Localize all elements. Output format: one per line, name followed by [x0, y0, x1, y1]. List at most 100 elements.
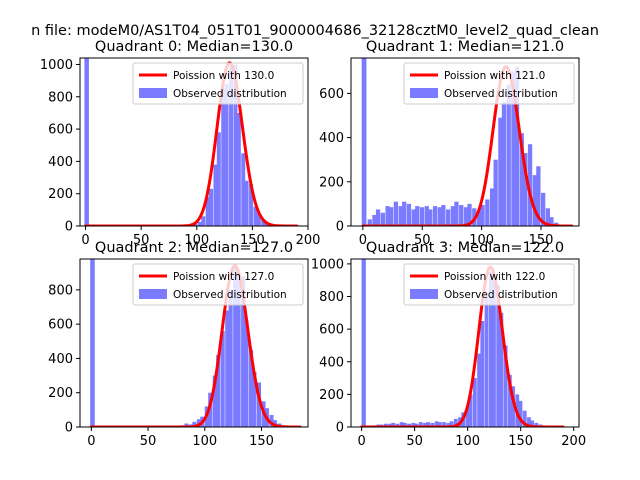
histogram-bar [212, 375, 217, 427]
x-tick-label: 150 [508, 434, 533, 449]
histogram-bar [549, 217, 554, 226]
legend-poisson-label: Poission with 121.0 [444, 70, 545, 82]
histogram-bar [523, 153, 528, 226]
histogram-bar [441, 205, 446, 226]
histogram-bar [492, 280, 496, 427]
figure-suptitle: n file: modeM0/AS1T04_051T01_9000004686_… [31, 23, 599, 39]
histogram-bar [372, 214, 377, 226]
histogram-bar [501, 102, 507, 226]
x-tick-label: 50 [140, 434, 157, 449]
histogram-bar [236, 272, 241, 427]
histogram-bar [480, 205, 485, 226]
histogram-bar [426, 422, 431, 427]
histogram-bar [453, 418, 458, 427]
histogram-bar [220, 331, 225, 427]
histogram-bar [411, 209, 416, 226]
y-tick-label: 800 [319, 290, 344, 305]
legend-observed-swatch [410, 88, 438, 98]
x-tick-label: 100 [192, 434, 217, 449]
legend-box [132, 263, 304, 306]
legend-box [132, 62, 304, 105]
histogram-bar [221, 88, 226, 226]
histogram-bar [532, 175, 537, 226]
histogram-bar [496, 285, 501, 427]
y-tick-label: 1000 [311, 257, 344, 272]
histogram-bar [389, 207, 394, 226]
histogram-bar [534, 422, 539, 427]
x-tick-label: 100 [455, 434, 480, 449]
histogram-bar [216, 132, 221, 226]
subplot-title: Quadrant 3: Median=122.0 [366, 240, 564, 256]
histogram-bar [249, 349, 254, 427]
histogram-bar [261, 219, 266, 226]
histogram-bar [241, 153, 246, 226]
histogram-bar [398, 206, 403, 226]
x-tick-label: 150 [240, 233, 265, 248]
histogram-bar [216, 355, 221, 427]
histogram-bar [193, 223, 198, 226]
histogram-bar [269, 415, 274, 427]
histogram-bar [545, 208, 551, 226]
histogram-bar [272, 420, 277, 427]
y-tick-label: 600 [48, 318, 73, 333]
histogram-bar [511, 71, 516, 226]
legend-observed-label: Observed distribution [173, 289, 287, 301]
y-tick-label: 0 [65, 421, 73, 436]
histogram-bar [208, 392, 213, 427]
histogram-bar [446, 422, 451, 427]
poisson-fit-line [360, 265, 565, 427]
legend-observed-label: Observed distribution [444, 88, 558, 100]
y-tick-label: 200 [319, 175, 344, 190]
histogram-bar [244, 320, 249, 427]
legend-box [403, 62, 575, 105]
subplot-quadrant-2: 0 50 100 150 0 200 400 600 800 Quadrant 2: Median… [48, 240, 309, 449]
y-tick-label: 400 [48, 352, 73, 367]
y-tick-label: 200 [319, 388, 344, 403]
histogram-bar [367, 219, 372, 226]
legend-poisson-label: Poission with 130.0 [173, 70, 274, 82]
histogram-bar [209, 188, 214, 226]
histogram-bar [476, 210, 482, 226]
histogram-bar [477, 353, 482, 427]
legend-poisson-label: Poission with 127.0 [173, 271, 274, 283]
legend-poisson-label: Poission with 122.0 [444, 271, 545, 283]
plot-area [361, 58, 574, 226]
y-tick-label: 600 [319, 87, 344, 102]
histogram-bar [233, 64, 238, 226]
axes-frame [350, 57, 580, 227]
y-tick-label: 400 [319, 355, 344, 370]
histogram-bar [506, 84, 511, 226]
histogram-bar [213, 164, 218, 226]
x-tick-label: 150 [529, 233, 554, 248]
histogram-bar [399, 422, 404, 427]
histogram-bar [489, 188, 495, 226]
histogram-bar [423, 422, 427, 427]
histogram-bar [228, 289, 233, 427]
histogram-bar [424, 206, 429, 226]
poisson-fit-line [84, 61, 299, 226]
histogram-bar [197, 221, 202, 226]
x-tick-label: 100 [469, 233, 494, 248]
histogram-bar [418, 422, 423, 427]
histogram-bar [229, 66, 234, 226]
histogram-bar [205, 196, 210, 226]
histogram-bar [498, 117, 503, 226]
legend-observed-swatch [139, 88, 167, 98]
histogram-bar [468, 394, 473, 427]
y-tick-label: 400 [48, 155, 73, 170]
histogram-bar [485, 199, 490, 226]
histogram-bar [432, 206, 438, 226]
histogram-bar [244, 180, 249, 226]
histogram-spike-bar [361, 58, 367, 226]
y-tick-label: 600 [319, 323, 344, 338]
histogram-bar [241, 276, 246, 427]
x-tick-label: 0 [87, 434, 95, 449]
poisson-fit-line [361, 65, 574, 226]
histogram-bar [402, 201, 407, 226]
histogram-bar [450, 206, 456, 226]
histogram-bar [518, 400, 523, 427]
histogram-bar [393, 201, 399, 226]
histogram-bar [252, 372, 257, 427]
x-tick-label: 200 [561, 434, 586, 449]
histogram-bar [480, 320, 485, 427]
